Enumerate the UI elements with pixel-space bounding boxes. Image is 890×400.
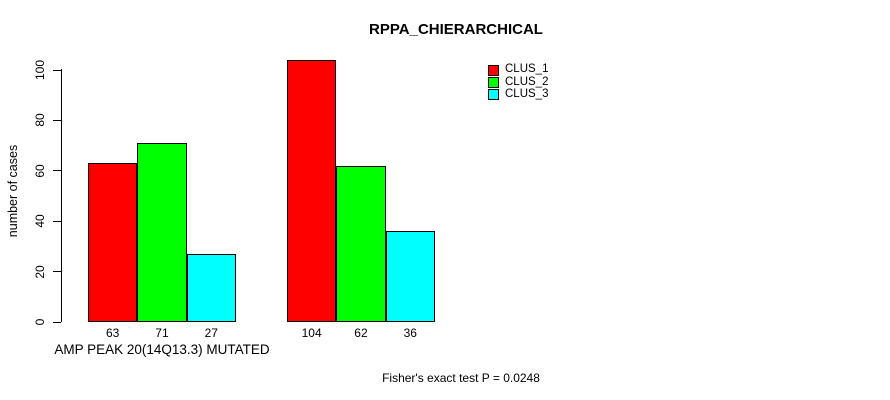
legend-swatch-icon xyxy=(488,89,499,101)
x-axis-label: AMP PEAK 20(14Q13.3) MUTATED xyxy=(54,342,270,357)
y-axis-tick xyxy=(53,170,61,172)
y-axis-line xyxy=(61,69,62,322)
y-tick-label: 60 xyxy=(33,164,47,178)
bar-value-label: 104 xyxy=(301,326,322,340)
bar-value-label: 63 xyxy=(105,326,120,340)
legend-item-clus_2: CLUS_2 xyxy=(488,75,549,89)
legend-swatch-icon xyxy=(488,77,499,89)
legend-item-clus_1: CLUS_1 xyxy=(488,64,548,76)
bar-clus_3-group1 xyxy=(186,253,236,322)
bar-value-label: 62 xyxy=(354,326,368,340)
legend-label: CLUS_1 xyxy=(505,63,549,76)
y-tick-label: 100 xyxy=(33,59,47,81)
y-tick-label: 80 xyxy=(33,113,47,128)
y-axis-tick xyxy=(53,220,61,222)
y-axis-tick xyxy=(53,119,61,121)
y-tick-label: 20 xyxy=(33,264,47,279)
legend-label: CLUS_2 xyxy=(505,75,549,88)
bar-value-label: 36 xyxy=(403,326,417,340)
bar-clus_1-group2 xyxy=(287,59,337,322)
legend: CLUS_1 CLUS_2 CLUS_3 xyxy=(488,64,548,101)
y-tick-label: 0 xyxy=(33,318,47,326)
legend-swatch-icon xyxy=(488,64,499,76)
y-axis-tick xyxy=(53,271,61,273)
y-axis-tick xyxy=(53,321,61,323)
y-axis-title: number of cases xyxy=(6,144,20,238)
bar-value-label: 27 xyxy=(204,326,218,340)
y-axis-tick xyxy=(53,69,61,71)
bar-clus_1-group1 xyxy=(88,163,138,322)
annotation-fisher-test: Fisher's exact test P = 0.0248 xyxy=(382,371,540,385)
y-tick-label: 40 xyxy=(33,214,47,228)
bar-clus_3-group2 xyxy=(385,231,435,322)
bar-value-label: 71 xyxy=(155,326,169,340)
bar-clus_2-group1 xyxy=(137,143,187,322)
legend-item-clus_3: CLUS_3 xyxy=(488,89,548,101)
legend-label: CLUS_3 xyxy=(505,88,549,101)
chart-title: RPPA_CHIERARCHICAL xyxy=(369,21,543,38)
bar-clus_2-group2 xyxy=(336,165,386,322)
